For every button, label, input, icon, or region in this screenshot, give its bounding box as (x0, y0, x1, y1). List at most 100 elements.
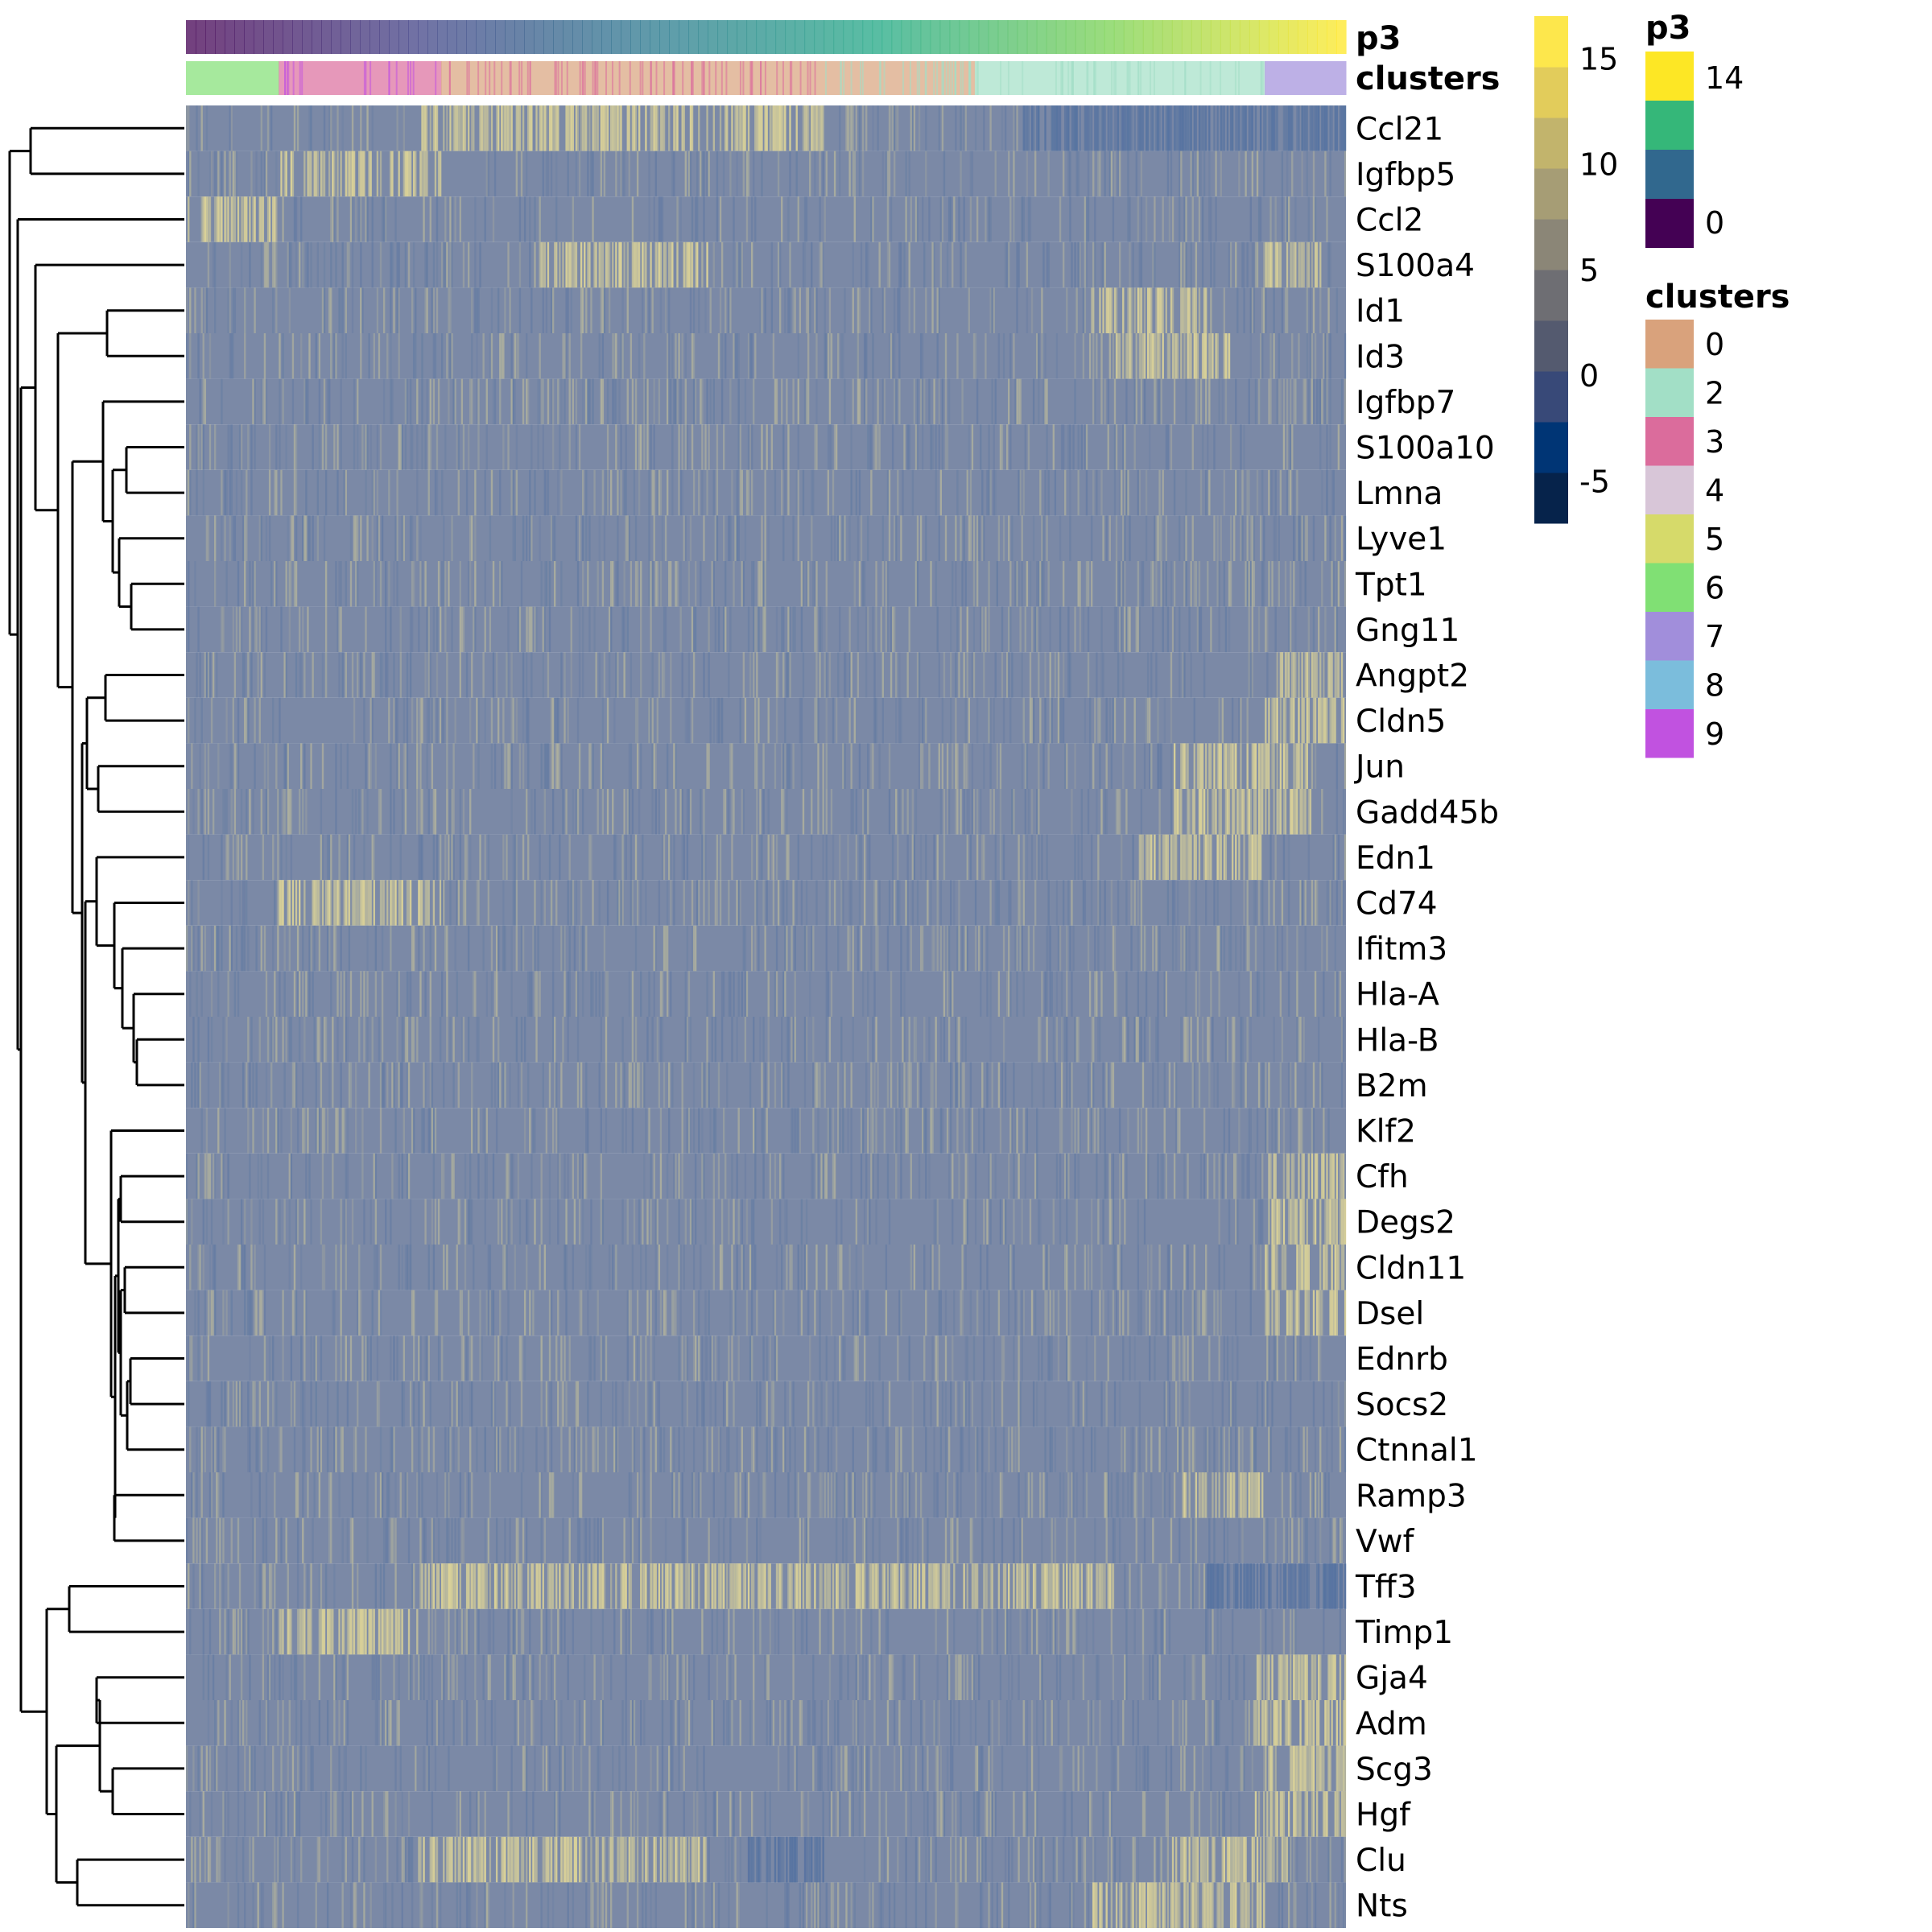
heatmap-cell (510, 697, 513, 744)
heatmap-cell (534, 196, 536, 242)
heatmap-cell (894, 333, 896, 379)
heatmap-cell (981, 469, 984, 516)
heatmap-cell (1088, 105, 1092, 151)
p3-bar-cell (215, 20, 225, 54)
heatmap-cell (522, 925, 525, 972)
heatmap-cell (348, 880, 351, 926)
heatmap-cell (522, 105, 525, 151)
heatmap-cell (1221, 378, 1224, 425)
heatmap-cell (235, 743, 238, 789)
heatmap-cell (230, 789, 233, 835)
heatmap-cell (262, 196, 265, 242)
heatmap-cell (1117, 561, 1120, 607)
heatmap-cell (341, 652, 344, 698)
heatmap-cell (366, 1017, 369, 1063)
heatmap-cell (628, 971, 630, 1017)
heatmap-cell (865, 789, 868, 835)
heatmap-cell (960, 1062, 962, 1108)
heatmap-cell (744, 697, 747, 744)
heatmap-cell (597, 789, 599, 835)
heatmap-cell (1253, 743, 1256, 789)
heatmap-cell (360, 971, 362, 1017)
heatmap-cell (1324, 378, 1327, 425)
heatmap-cell (526, 333, 528, 379)
heatmap-cell (554, 242, 556, 288)
heatmap-cell (1137, 561, 1139, 607)
heatmap-cell (650, 606, 652, 653)
heatmap-cell (857, 606, 860, 653)
heatmap-cell (638, 242, 641, 288)
heatmap-cell (277, 880, 279, 926)
heatmap-cell (1075, 287, 1078, 333)
heatmap-cell (805, 105, 808, 151)
heatmap-cell (224, 469, 226, 516)
heatmap-cell (925, 515, 927, 561)
heatmap-cell (711, 561, 713, 607)
heatmap-cell (910, 925, 912, 972)
heatmap-cell (401, 1062, 403, 1108)
heatmap-cell (643, 424, 646, 470)
heatmap-cell (310, 925, 312, 972)
heatmap-cell (510, 652, 513, 698)
p3-bar-cell (592, 20, 602, 54)
heatmap-cell (340, 606, 342, 653)
heatmap-cell (964, 1017, 967, 1063)
heatmap-cell (620, 242, 622, 288)
heatmap-cell (1294, 1062, 1297, 1108)
heatmap-cell (1118, 606, 1121, 653)
heatmap-cell (266, 1108, 270, 1154)
heatmap-cell (446, 242, 448, 288)
heatmap-cell (537, 424, 539, 470)
heatmap-cell (1115, 287, 1118, 333)
heatmap-cell (1198, 834, 1201, 881)
p3-bar-cell (360, 20, 370, 54)
heatmap-cell (737, 242, 740, 288)
heatmap-cell (1238, 697, 1241, 744)
heatmap-cell (1077, 424, 1080, 470)
heatmap-cell (1296, 743, 1298, 789)
heatmap-cell (1011, 652, 1013, 698)
heatmap-cell (585, 378, 588, 425)
heatmap-cell (1342, 880, 1345, 926)
heatmap-cell (630, 561, 633, 607)
heatmap-cell (1287, 196, 1290, 242)
heatmap-cell (850, 1108, 852, 1154)
heatmap-body (186, 105, 1347, 1928)
heatmap-cell (777, 151, 780, 197)
heatmap-cell (712, 971, 715, 1017)
p3-bar-cell (659, 20, 671, 54)
heatmap-cell (1291, 242, 1294, 288)
heatmap-cell (1190, 1017, 1192, 1063)
heatmap-cell (774, 743, 777, 789)
heatmap-cell (240, 606, 243, 653)
cluster-fleck (1220, 61, 1222, 95)
heatmap-cell (429, 424, 431, 470)
heatmap-cell (1218, 378, 1220, 425)
heatmap-cell (1117, 105, 1120, 151)
p3-bar-cell (572, 20, 583, 54)
heatmap-cell (484, 561, 486, 607)
heatmap-cell (1323, 333, 1325, 379)
p3-bar-cell (485, 20, 496, 54)
cluster-fleck (468, 61, 470, 95)
heatmap-cell (744, 378, 747, 425)
heatmap-cell (633, 469, 636, 516)
heatmap-cell (777, 652, 780, 698)
heatmap-cell (1191, 151, 1194, 197)
heatmap-cell (706, 151, 708, 197)
heatmap-cell (728, 971, 730, 1017)
heatmap-cell (1069, 925, 1071, 972)
heatmap-cell (202, 196, 204, 242)
heatmap-cell (839, 1108, 841, 1154)
heatmap-cell (1248, 652, 1250, 698)
heatmap-cell (527, 606, 530, 653)
heatmap-cell (609, 469, 613, 516)
heatmap-cell (588, 606, 591, 653)
heatmap-cell (451, 834, 453, 881)
heatmap-cell (530, 287, 533, 333)
heatmap-cell (919, 333, 923, 379)
heatmap-cell (1340, 515, 1344, 561)
heatmap-cell (224, 789, 226, 835)
heatmap-cell (386, 333, 389, 379)
heatmap-cell (379, 1062, 382, 1108)
